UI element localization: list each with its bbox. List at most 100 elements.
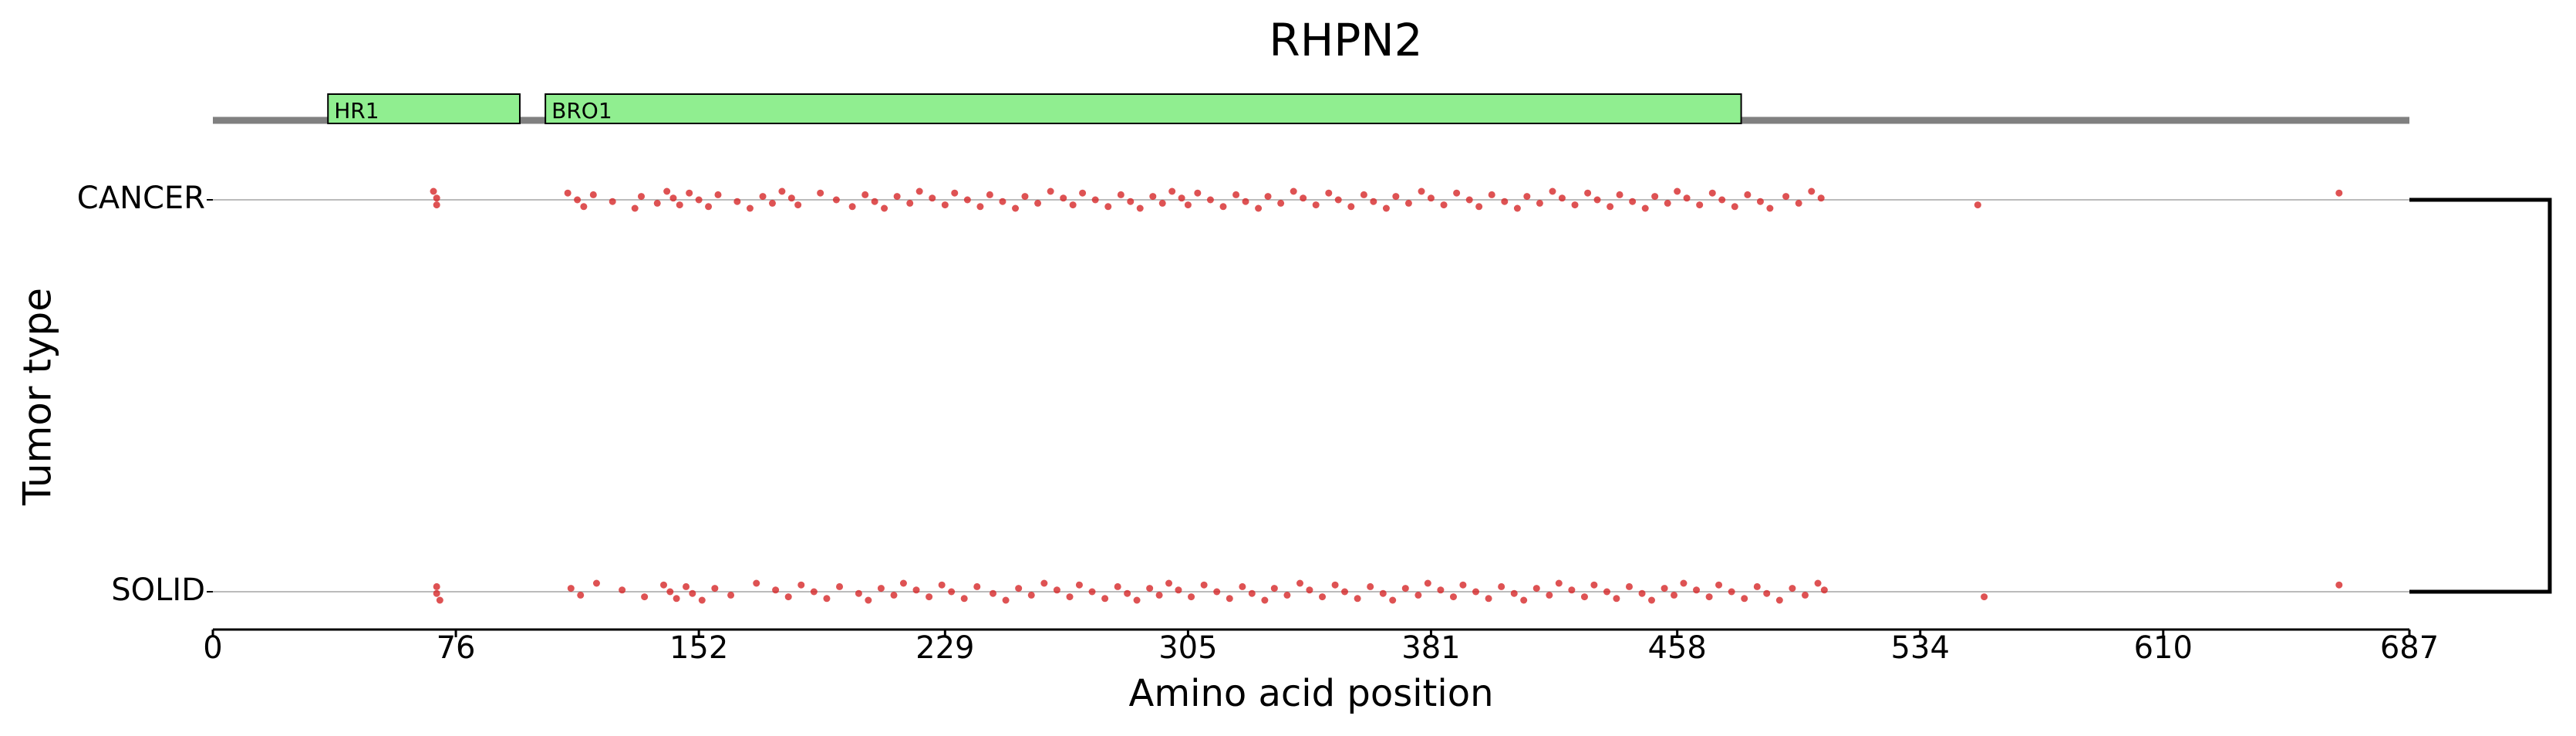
mutation-point [871,198,878,205]
mutation-point [848,203,856,211]
mutation-point [1440,201,1448,209]
mutation-point [1775,596,1783,604]
y-tick-label: CANCER [77,181,205,216]
mutation-point [926,593,933,601]
mutation-point [577,591,585,599]
mutation-point [1638,589,1646,597]
mutation-point [1124,589,1131,597]
mutation-point [1175,586,1182,594]
mutation-point [1060,194,1067,202]
mutation-point [1101,595,1109,603]
mutation-point [1149,193,1157,201]
mutation-point [768,199,776,207]
mutation-point [1053,586,1060,594]
mutation-point [1270,585,1278,593]
x-tick-label: 0 [203,630,222,666]
mutation-point [1015,585,1023,593]
mutation-point [1651,193,1659,201]
mutation-point [1427,194,1435,202]
mutation-point [1370,198,1377,205]
mutation-point [1341,588,1349,596]
mutation-point [1549,187,1556,195]
mutation-point [951,189,959,197]
x-tick-label: 610 [2134,630,2193,666]
mutation-point [899,579,907,587]
domain-label: BRO1 [551,98,612,123]
mutation-point [1200,581,1208,589]
mutation-point [1789,585,1796,593]
mutation-point [1034,199,1042,207]
mutation-point [641,593,649,601]
mutation-point [1974,201,1981,209]
mutation-point [906,199,914,207]
mutation-point [695,196,703,204]
mutation-point [1498,582,1505,590]
mutation-point [963,196,971,204]
x-axis-label: Amino acid position [1129,672,1494,715]
mutation-point [1603,588,1610,596]
mutation-point [1226,595,1233,603]
mutation-point [817,189,824,197]
mutation-point [1718,196,1726,204]
mutation-point [1012,204,1020,212]
mutation-point [1674,187,1681,195]
mutation-point [881,204,888,212]
mutation-point [1146,585,1154,593]
mutation-point [683,582,690,590]
mutation-point [1536,199,1543,207]
mutation-point [1040,579,1048,587]
mutation-point [1239,582,1246,590]
mutation-point [986,191,993,198]
mutation-point [1485,595,1492,603]
mutation-point [1453,189,1461,197]
mutation-point [1306,586,1313,594]
mutation-point [778,187,786,195]
mutation-point [433,589,440,597]
y-axis-label: Tumor type [15,288,60,506]
mutation-point [1607,203,1614,211]
mutation-point [705,203,713,211]
mutation-point [1820,586,1828,594]
mutation-point [663,187,671,195]
mutation-point [1354,595,1361,603]
mutation-point [619,586,626,594]
mutation-point [810,588,818,596]
mutation-point [1590,581,1598,589]
mutation-point [1213,588,1221,596]
mutation-point [1392,193,1400,201]
x-tick-label: 76 [437,630,476,666]
x-tick-label: 229 [915,630,974,666]
mutation-point [1510,589,1518,597]
mutation-point [2335,189,2343,197]
mutation-point [1194,189,1202,197]
mutation-point [1613,595,1620,603]
mutation-point [660,581,668,589]
mutation-point [1753,582,1761,590]
mutation-point [1091,196,1099,204]
mutation-point [861,191,869,198]
mutation-point [753,579,760,587]
mutation-point [1277,199,1285,207]
mutation-point [1817,194,1825,202]
mutation-point [631,204,639,212]
mutation-point [1513,204,1521,212]
domain [327,93,521,124]
mutation-point [1114,582,1121,590]
mutation-point [912,586,920,594]
mutation-point [1763,589,1771,597]
mutation-point [1728,588,1735,596]
mutation-point [1104,203,1112,211]
mutation-point [1319,593,1327,601]
mutation-point [1981,593,1988,601]
mutation-point [787,194,795,202]
mutation-point [999,198,1006,205]
mutation-point [1312,201,1320,209]
mutation-point [433,194,440,202]
mutation-point [1088,588,1096,596]
mutation-point [589,191,597,198]
x-tick-label: 152 [669,630,728,666]
mutation-point [797,581,805,589]
mutation-point [1801,591,1809,599]
mutation-point [1546,591,1553,599]
mutation-point [1641,204,1649,212]
